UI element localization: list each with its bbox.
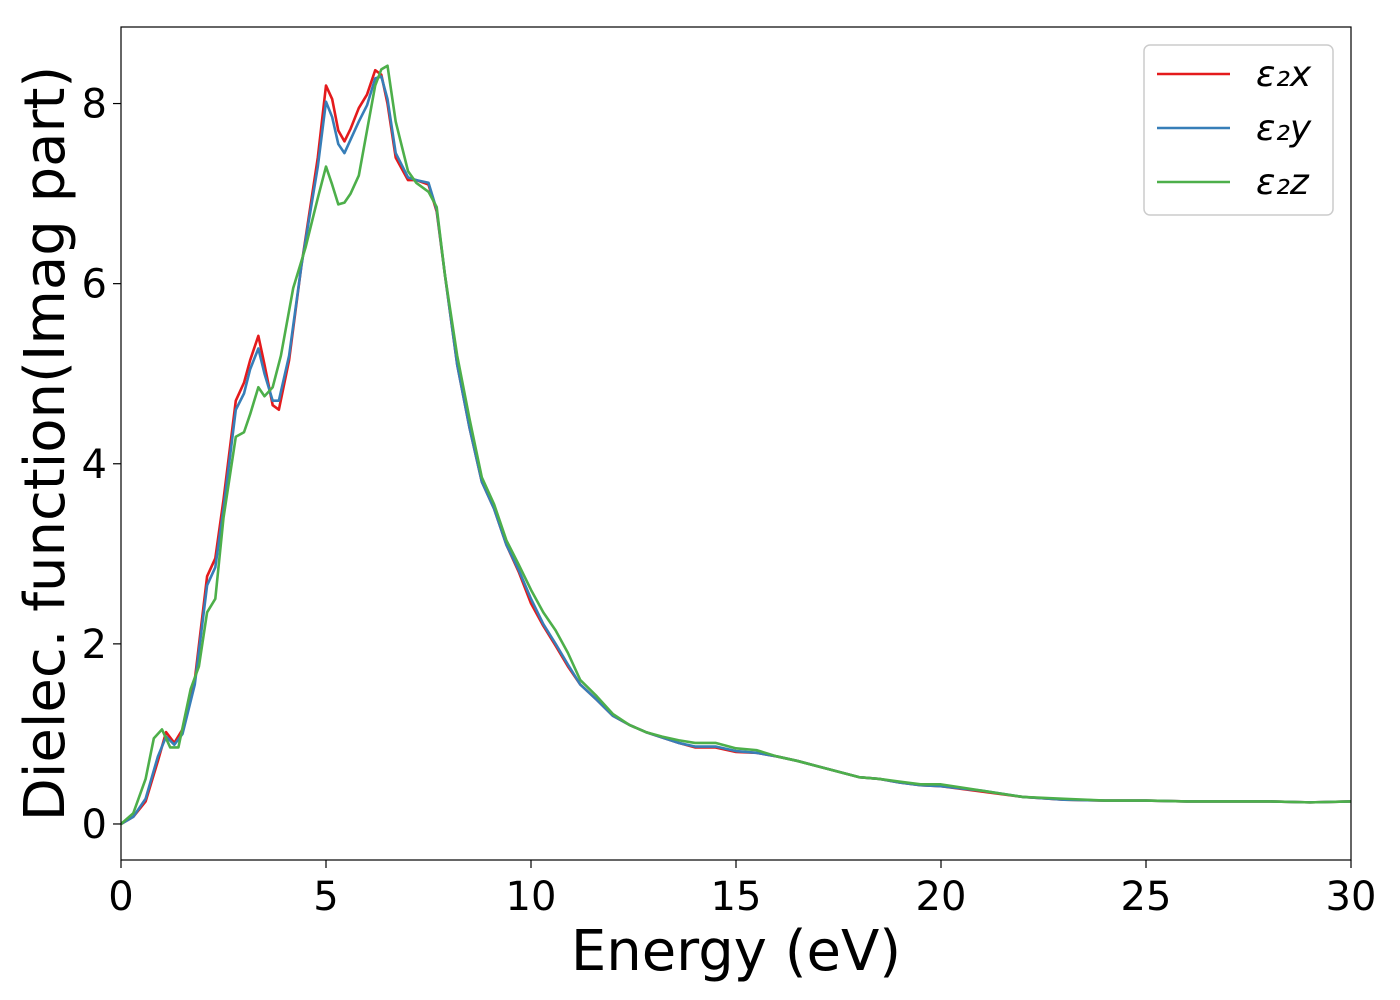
y-axis-label: Dielec. function(Imag part) bbox=[13, 66, 78, 822]
x-axis-label: Energy (eV) bbox=[571, 919, 901, 984]
x-tick-label: 5 bbox=[313, 874, 338, 920]
x-tick-label: 0 bbox=[108, 874, 133, 920]
series-line-3 bbox=[121, 64, 1351, 826]
series-layer bbox=[121, 64, 1351, 826]
x-tick-label: 10 bbox=[506, 874, 557, 920]
y-axis: 0 2 4 6 8 bbox=[82, 82, 121, 848]
y-tick-label: 0 bbox=[82, 802, 107, 848]
y-tick-label: 2 bbox=[82, 622, 107, 668]
y-tick-label: 8 bbox=[82, 82, 107, 128]
x-tick-label: 30 bbox=[1326, 874, 1377, 920]
x-axis: 0 5 10 15 20 25 30 bbox=[108, 860, 1376, 920]
legend-label-3: ε₂z bbox=[1256, 162, 1310, 203]
x-tick-label: 15 bbox=[711, 874, 762, 920]
legend: ε₂x ε₂y ε₂z bbox=[1143, 44, 1334, 216]
legend-label-2: ε₂y bbox=[1256, 108, 1312, 149]
y-tick-label: 4 bbox=[82, 442, 107, 488]
y-tick-label: 6 bbox=[82, 262, 107, 308]
x-tick-label: 20 bbox=[916, 874, 967, 920]
legend-label-1: ε₂x bbox=[1256, 54, 1312, 95]
legend-box bbox=[1143, 44, 1334, 216]
x-tick-label: 25 bbox=[1121, 874, 1172, 920]
